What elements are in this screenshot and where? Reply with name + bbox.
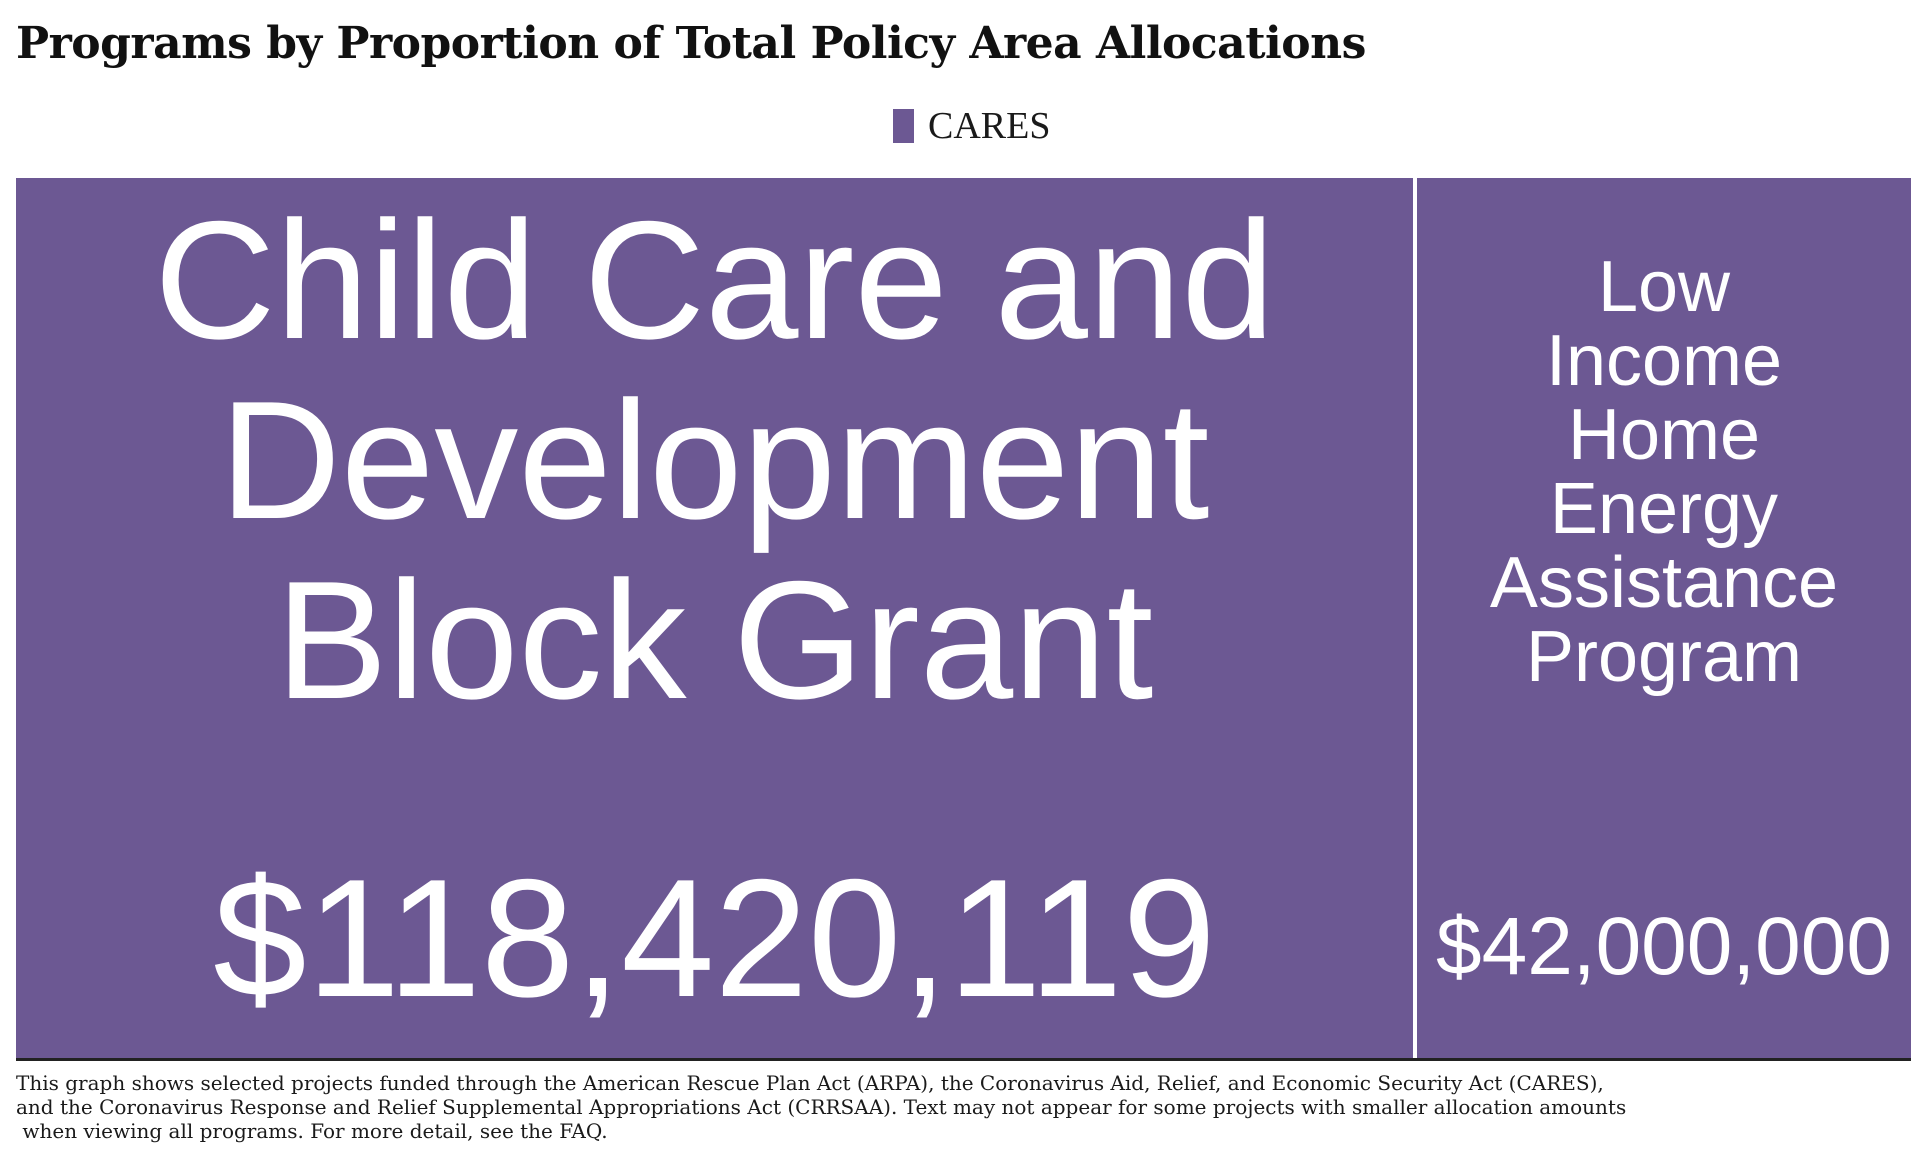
treemap-tile-2-label-line: Program — [1525, 617, 1803, 697]
chart-title: Programs by Proportion of Total Policy A… — [16, 18, 1366, 69]
treemap-tile-2-label: Low Income Home Energy Assistance Program — [1417, 250, 1911, 694]
treemap-tile-2[interactable]: Low Income Home Energy Assistance Program $42,… — [1417, 178, 1911, 1058]
treemap-tile-1-label-line: Development — [219, 366, 1210, 554]
treemap-tile-1-label: Child Care and Development Block Grant — [16, 190, 1413, 730]
legend-swatch-cares — [893, 109, 914, 143]
treemap-tile-2-label-line: Home — [1567, 395, 1761, 475]
treemap-tile-1-label-line: Child Care and — [154, 186, 1275, 374]
footnote-line-1: This graph shows selected projects funde… — [16, 1071, 1604, 1095]
treemap-tile-1-value: $118,420,119 — [213, 844, 1216, 1032]
legend[interactable]: CARES — [893, 105, 1051, 147]
footnote-line-2: and the Coronavirus Response and Relief … — [16, 1095, 1627, 1119]
footnote: This graph shows selected projects funde… — [16, 1071, 1896, 1143]
treemap-tile-1[interactable]: Child Care and Development Block Grant $118… — [16, 178, 1413, 1058]
treemap-tile-1-label-line: Block Grant — [275, 546, 1154, 734]
treemap-tile-2-label-line: Low — [1597, 247, 1731, 327]
treemap-tile-2-value: $42,000,000 — [1435, 901, 1892, 992]
treemap-plot-area: Child Care and Development Block Grant $118… — [16, 178, 1911, 1058]
treemap-tile-2-label-line: Income — [1545, 321, 1783, 401]
footnote-line-3: when viewing all programs. For more deta… — [16, 1119, 608, 1143]
treemap-tile-2-label-line: Energy — [1549, 469, 1779, 549]
treemap-tile-2-label-line: Assistance — [1489, 543, 1839, 623]
chart-baseline — [16, 1058, 1911, 1061]
legend-label-cares: CARES — [928, 105, 1051, 147]
